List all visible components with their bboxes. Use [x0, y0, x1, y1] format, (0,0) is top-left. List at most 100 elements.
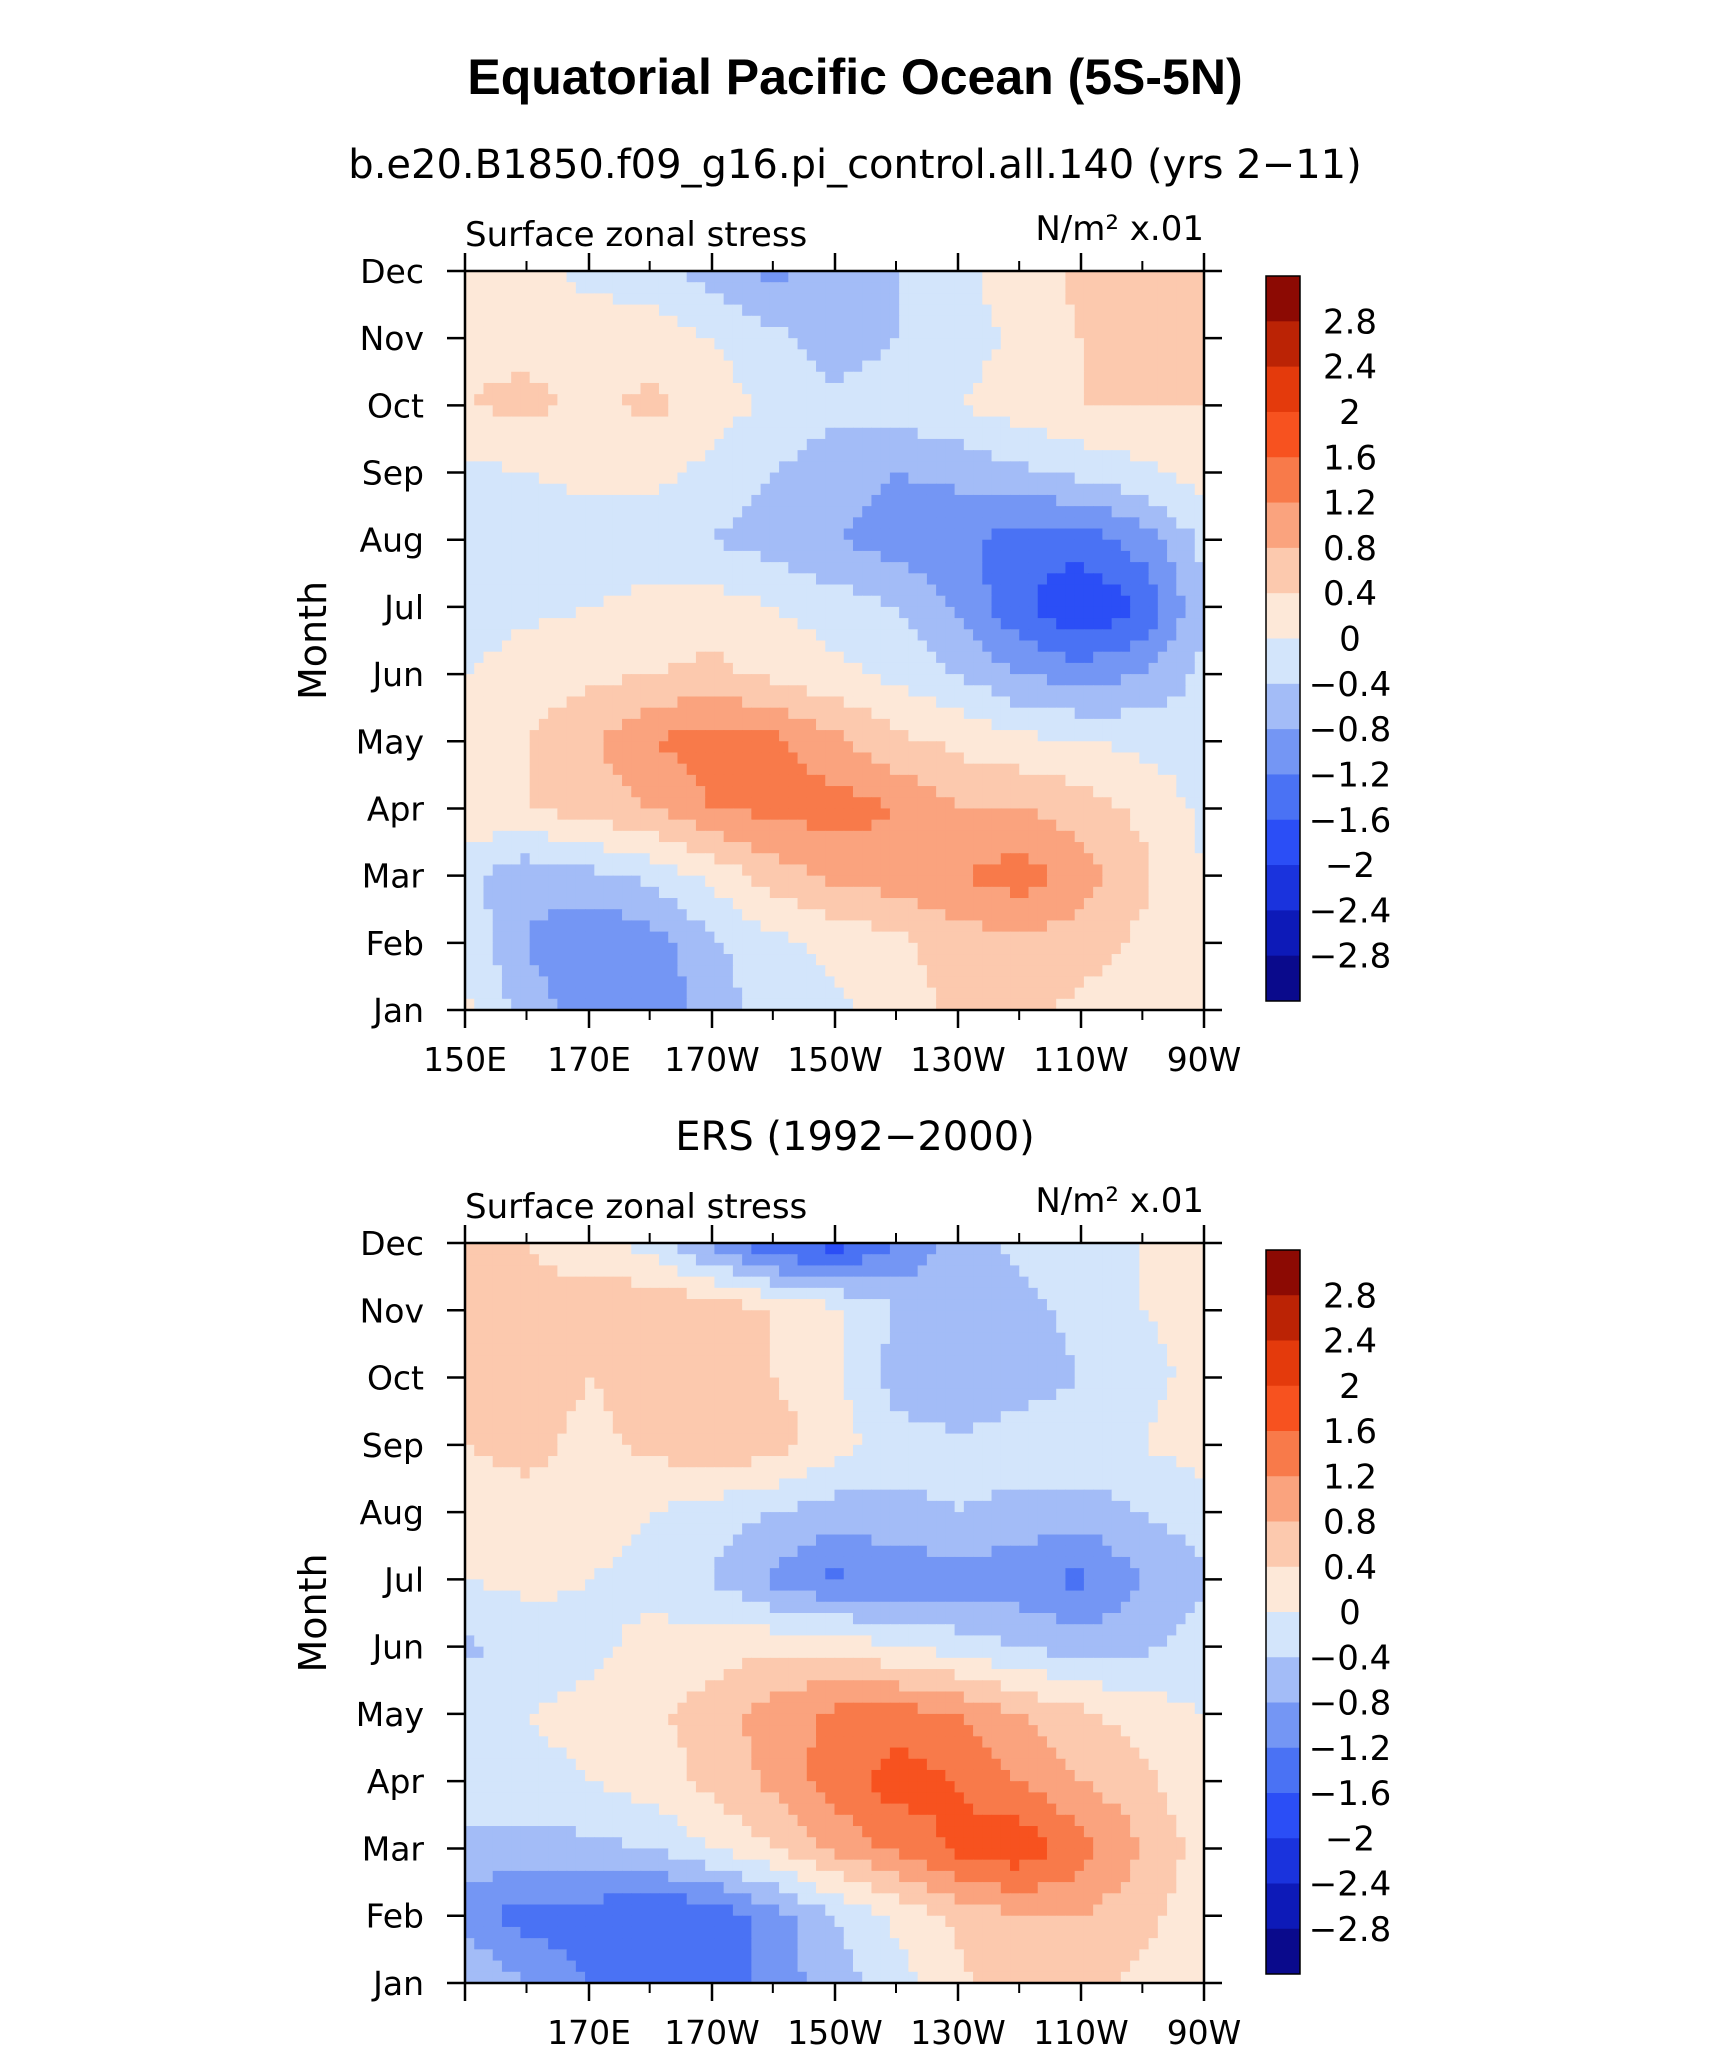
contour-cell	[520, 708, 530, 720]
contour-cell	[918, 372, 928, 384]
contour-cell	[1130, 506, 1140, 518]
contour-cell	[871, 607, 881, 619]
contour-cell	[1130, 730, 1140, 742]
contour-cell	[548, 282, 558, 294]
contour-cell	[761, 696, 771, 708]
contour-cell	[594, 708, 604, 720]
contour-cell	[1139, 562, 1149, 574]
contour-cell	[788, 461, 798, 473]
contour-cell	[798, 450, 808, 462]
contour-cell	[733, 405, 743, 417]
contour-cell	[853, 842, 863, 854]
contour-cell	[835, 752, 845, 764]
contour-cell	[973, 752, 983, 764]
contour-cell	[659, 685, 669, 697]
contour-cell	[668, 786, 678, 798]
contour-cell	[511, 965, 521, 977]
contour-cell	[576, 663, 586, 675]
contour-cell	[1102, 394, 1112, 406]
contour-cell	[899, 450, 909, 462]
contour-cell	[613, 786, 623, 798]
contour-cell	[1121, 876, 1131, 888]
contour-cell	[881, 820, 891, 832]
contour-cell	[650, 305, 660, 317]
contour-cell	[1139, 820, 1149, 832]
contour-cell	[1130, 372, 1140, 384]
contour-cell	[1167, 338, 1177, 350]
contour-cell	[677, 484, 687, 496]
contour-cell	[890, 719, 900, 731]
contour-cell	[474, 864, 484, 876]
contour-cell	[798, 338, 808, 350]
contour-cell	[798, 428, 808, 440]
contour-cell	[899, 282, 909, 294]
contour-cell	[677, 629, 687, 641]
contour-cell	[779, 417, 789, 429]
contour-cell	[742, 338, 752, 350]
contour-cell	[1047, 797, 1057, 809]
contour-cell	[908, 887, 918, 899]
contour-cell	[557, 674, 567, 686]
contour-cell	[659, 943, 669, 955]
contour-cell	[844, 775, 854, 787]
contour-cell	[585, 674, 595, 686]
contour-cell	[992, 439, 1002, 451]
contour-cell	[982, 618, 992, 630]
contour-cell	[659, 797, 669, 809]
contour-cell	[770, 932, 780, 944]
contour-cell	[604, 943, 614, 955]
contour-cell	[502, 405, 512, 417]
contour-cell	[465, 775, 475, 787]
contour-cell	[918, 943, 928, 955]
contour-cell	[1139, 506, 1149, 518]
contour-cell	[1139, 652, 1149, 664]
contour-cell	[733, 316, 743, 328]
contour-cell	[751, 629, 761, 641]
contour-cell	[631, 316, 641, 328]
contour-cell	[918, 920, 928, 932]
contour-cell	[918, 887, 928, 899]
contour-cell	[1010, 685, 1020, 697]
contour-cell	[530, 383, 540, 395]
contour-cell	[585, 730, 595, 742]
contour-cell	[992, 685, 1002, 697]
contour-cell	[973, 820, 983, 832]
contour-cell	[1149, 629, 1159, 641]
contour-cell	[705, 585, 715, 597]
contour-cell	[973, 898, 983, 910]
contour-cell	[502, 540, 512, 552]
contour-cell	[751, 473, 761, 485]
contour-cell	[465, 585, 475, 597]
contour-cell	[761, 898, 771, 910]
contour-cell	[890, 730, 900, 742]
contour-cell	[483, 663, 493, 675]
contour-cell	[807, 495, 817, 507]
contour-cell	[1102, 641, 1112, 653]
contour-cell	[733, 965, 743, 977]
contour-cell	[927, 685, 937, 697]
contour-cell	[650, 461, 660, 473]
contour-cell	[936, 652, 946, 664]
contour-cell	[594, 484, 604, 496]
contour-cell	[530, 551, 540, 563]
contour-cell	[1186, 696, 1196, 708]
contour-cell	[835, 461, 845, 473]
contour-cell	[594, 842, 604, 854]
contour-cell	[493, 394, 503, 406]
contour-cell	[788, 708, 798, 720]
contour-cell	[1121, 596, 1131, 608]
contour-cell	[807, 327, 817, 339]
contour-cell	[927, 764, 937, 776]
contour-cell	[1121, 607, 1131, 619]
contour-cell	[502, 876, 512, 888]
contour-cell	[1186, 607, 1196, 619]
contour-cell	[1121, 293, 1131, 305]
contour-cell	[539, 842, 549, 854]
contour-cell	[714, 887, 724, 899]
contour-cell	[604, 405, 614, 417]
contour-cell	[668, 652, 678, 664]
contour-cell	[1130, 775, 1140, 787]
contour-cell	[511, 943, 521, 955]
contour-cell	[955, 820, 965, 832]
contour-cell	[945, 529, 955, 541]
